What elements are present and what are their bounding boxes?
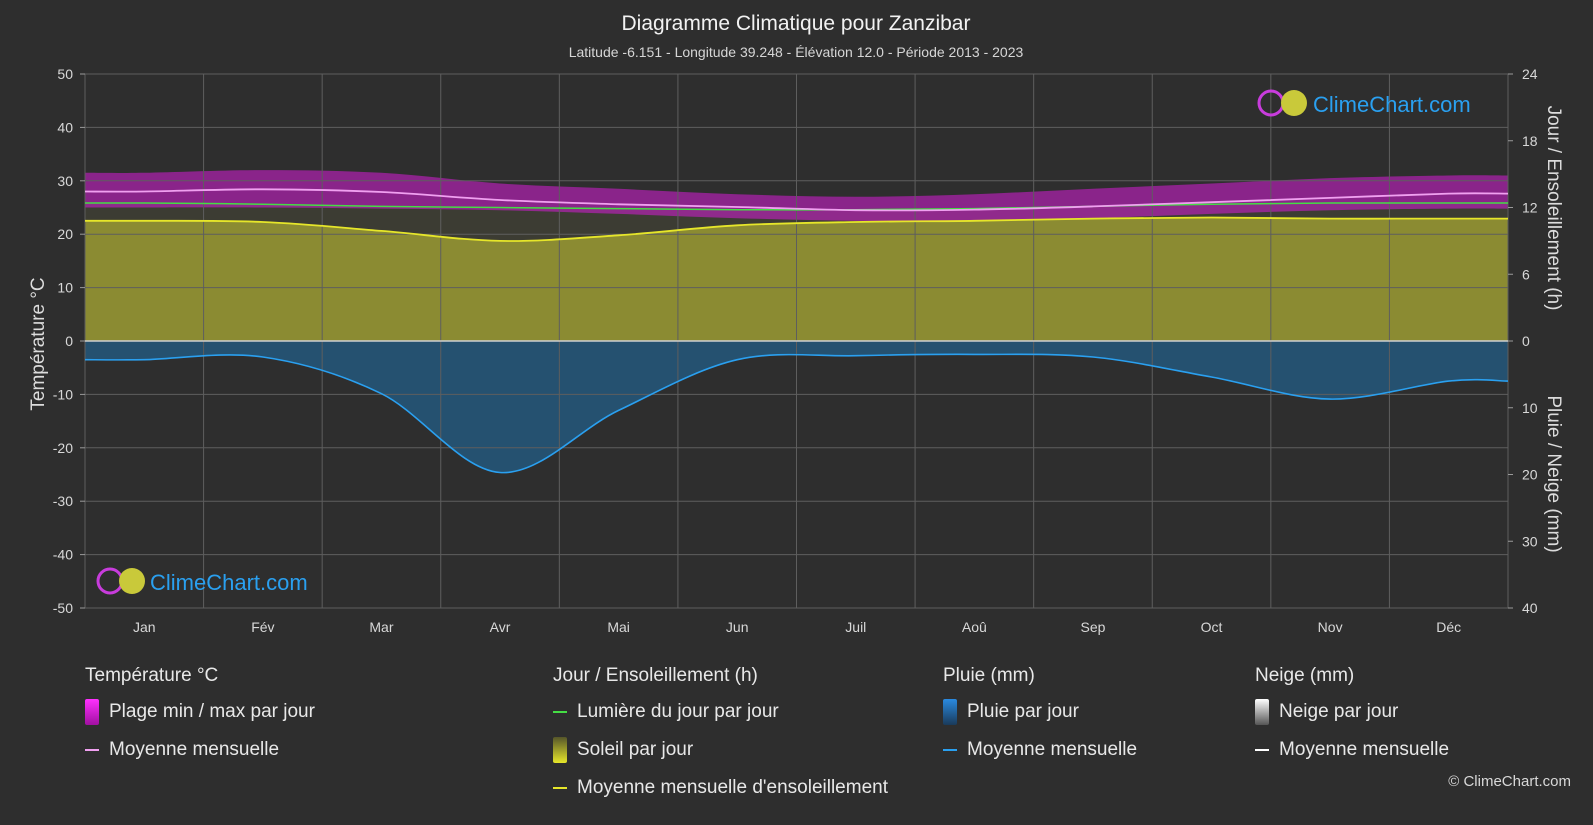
y-right-top-tick: 18 [1522,133,1538,149]
chart-title: Diagramme Climatique pour Zanzibar [622,12,971,35]
legend-sun: Jour / Ensoleillement (h) Lumière du jou… [553,650,888,807]
daylight-swatch [553,711,567,713]
y-right-top-tick: 0 [1522,333,1530,349]
sunshine-swatch [553,737,567,763]
legend-rain-daily-label: Pluie par jour [967,701,1079,722]
legend-snow-title: Neige (mm) [1255,665,1355,686]
y-left-tick: 0 [65,333,73,349]
x-tick-label: Juil [845,619,866,635]
x-tick-label: Mai [607,619,630,635]
sun-mean-swatch [553,787,567,789]
plot-area: 50 40 30 20 10 0 -10 -20 -30 -40 -50 24 18 12 6 0 10 20 30… [53,66,1538,635]
y-left-tick: 10 [57,280,73,296]
y-right-top-tick: 6 [1522,266,1530,282]
rain-mean-line [84,353,1509,474]
temp-mean-line [84,188,1509,212]
y-left-label: Température °C [28,277,49,410]
brand-logo-bottom: ClimeChart.com [96,567,308,595]
y-right-top-tick: 12 [1522,200,1538,216]
brand-text-bottom: ClimeChart.com [150,570,308,595]
y-left-tick: 40 [57,119,73,135]
y-left-tick: -30 [53,493,73,509]
x-tick-label: Oct [1201,619,1223,635]
chart-subtitle: Latitude -6.151 - Longitude 39.248 - Élé… [569,44,1024,60]
climate-chart: Diagramme Climatique pour Zanzibar Latit… [28,12,1564,635]
daylight-line [84,202,1508,211]
y-right-bottom-tick: 20 [1522,467,1538,483]
legend: Température °C Plage min / max par jour … [0,650,1593,820]
x-tick-label: Déc [1436,619,1461,635]
y-left-tick: -40 [53,547,73,563]
y-left-tick: 50 [57,66,73,82]
legend-snow-daily: Neige par jour [1255,693,1449,731]
legend-sun-mean-label: Moyenne mensuelle d'ensoleillement [577,777,888,798]
x-tick-label: Sep [1080,619,1105,635]
y-left-tick: 20 [57,226,73,242]
x-tick-label: Jun [726,619,749,635]
y-right-bottom-tick: 40 [1522,600,1538,616]
legend-daylight-label: Lumière du jour par jour [577,701,779,722]
legend-temp-mean-label: Moyenne mensuelle [109,739,280,760]
y-right-bottom-tick: 30 [1522,533,1538,549]
legend-rain-title: Pluie (mm) [943,665,1035,686]
legend-rain-mean: Moyenne mensuelle [943,731,1137,769]
y-right-top-label: Jour / Ensoleillement (h) [1543,106,1564,311]
y-right-bottom-label: Pluie / Neige (mm) [1543,395,1564,552]
legend-snow-daily-label: Neige par jour [1279,701,1399,722]
legend-snow-mean-label: Moyenne mensuelle [1279,739,1450,760]
sunshine-mean-line [84,216,1508,242]
x-tick-label: Nov [1318,619,1343,635]
legend-sun-mean: Moyenne mensuelle d'ensoleillement [553,769,888,807]
legend-rain-daily: Pluie par jour [943,693,1137,731]
snow-mean-swatch [1255,749,1269,751]
y-left-tick: -50 [53,600,73,616]
legend-rain-mean-label: Moyenne mensuelle [967,739,1138,760]
rain-mean-swatch [943,749,957,751]
legend-daylight: Lumière du jour par jour [553,693,888,731]
temp-mean-swatch [85,749,99,751]
legend-sun-title: Jour / Ensoleillement (h) [553,665,758,686]
legend-rain: Pluie (mm) Pluie par jour Moyenne mensue… [943,650,1137,769]
legend-temperature-title: Température °C [85,665,219,686]
brand-logo-top: ClimeChart.com [1257,89,1471,117]
snow-swatch [1255,699,1269,725]
legend-temp-mean: Moyenne mensuelle [85,731,315,769]
legend-snow-mean: Moyenne mensuelle [1255,731,1449,769]
temp-range-swatch [85,699,99,725]
y-left-tick: -20 [53,440,73,456]
y-right-bottom-tick: 10 [1522,400,1538,416]
legend-temperature: Température °C Plage min / max par jour … [85,650,315,769]
rain-swatch [943,699,957,725]
legend-temp-range-label: Plage min / max par jour [109,701,315,722]
x-tick-label: Avr [490,619,511,635]
brand-text-top: ClimeChart.com [1313,92,1471,117]
legend-sunshine-label: Soleil par jour [577,739,694,760]
logo-sun-icon [1281,90,1307,116]
logo-sun-icon [119,568,145,594]
x-tick-label: Mar [369,619,393,635]
copyright: © ClimeChart.com [1448,773,1571,790]
y-right-top-tick: 24 [1522,66,1538,82]
x-tick-label: Aoû [962,619,987,635]
legend-snow: Neige (mm) Neige par jour Moyenne mensue… [1255,650,1449,769]
y-left-tick: -10 [53,386,73,402]
x-tick-label: Fév [251,619,274,635]
legend-temp-range: Plage min / max par jour [85,693,315,731]
x-tick-label: Jan [133,619,156,635]
y-left-tick: 30 [57,173,73,189]
legend-sunshine: Soleil par jour [553,731,888,769]
